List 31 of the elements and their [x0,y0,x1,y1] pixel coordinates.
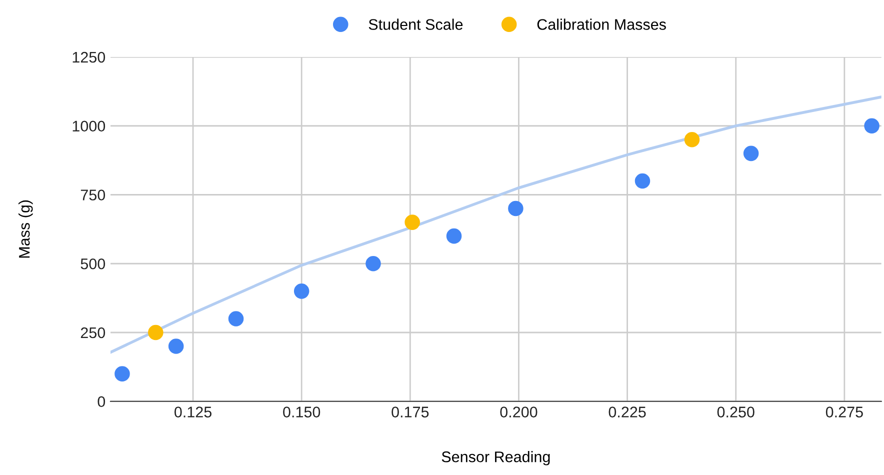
point [508,200,524,216]
y-tick-label: 500 [80,258,106,270]
point [684,132,700,148]
point [864,118,880,134]
y-tick-label: 1000 [72,120,106,132]
legend-label: Student Scale [368,18,463,30]
point [228,311,244,326]
x-tick-label: 0.150 [283,406,320,418]
x-tick-label: 0.125 [174,406,212,418]
x-tick-label: 0.175 [392,406,429,418]
line-series [110,96,882,354]
point [366,256,381,272]
point [446,228,462,244]
x-tick-label: 0.200 [500,406,538,418]
y-axis-title: Mass (g) [18,200,33,258]
y-tick-label: 0 [98,396,106,408]
y-tick-label: 250 [80,327,106,338]
y-tick-label: 1250 [72,52,106,63]
x-axis-title: Sensor Reading [442,451,550,466]
x-tick-label: 0.225 [608,406,646,418]
point [404,214,420,230]
y-tick-label: 750 [80,190,106,200]
point [294,284,310,299]
x-tick-label: 0.250 [717,406,754,418]
point [148,324,164,340]
point [743,146,759,162]
x-tick-label: 0.275 [826,406,863,418]
point [168,338,184,354]
legend-label: Calibration Masses [537,18,666,30]
point [114,366,130,382]
point [634,173,650,189]
